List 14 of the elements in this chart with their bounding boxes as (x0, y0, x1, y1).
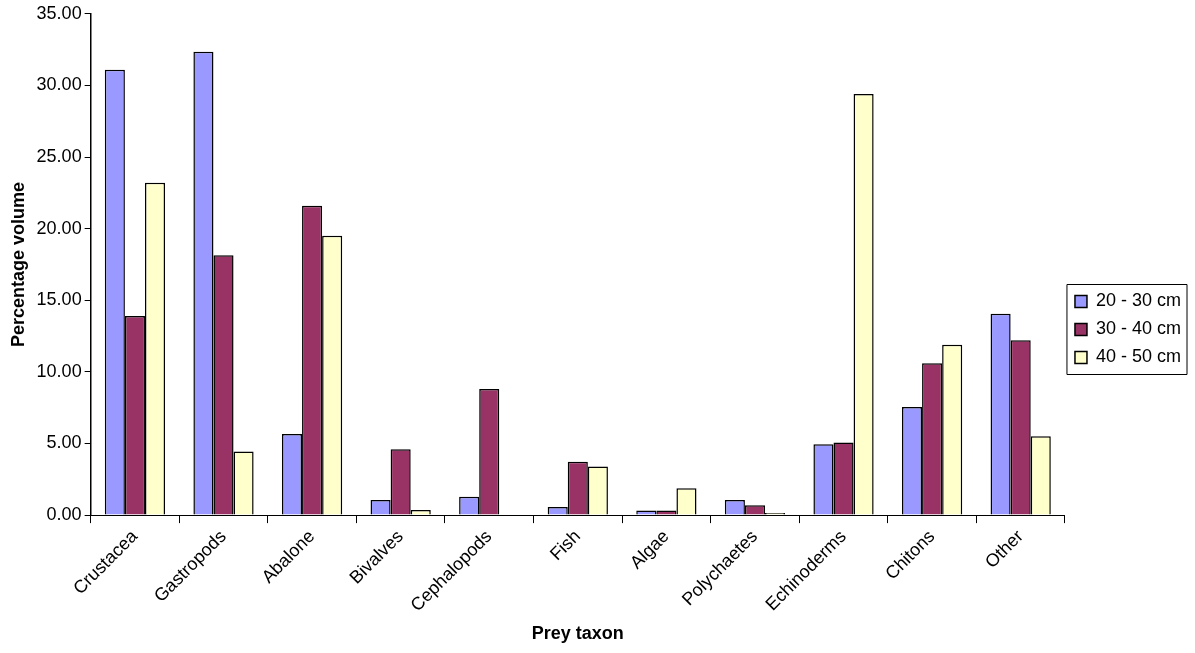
legend-label: 20 - 30 cm (1095, 290, 1182, 311)
y-tick-label: 35.00 (36, 2, 82, 23)
x-tick-label: Fish (545, 525, 585, 565)
x-axis-title: Prey taxon (531, 623, 624, 644)
y-axis-title: Percentage volume (7, 181, 28, 347)
y-tick-label: 25.00 (36, 146, 82, 166)
y-tick-label: 20.00 (36, 217, 82, 238)
y-tick-label: 30.00 (36, 74, 82, 95)
y-tick-label: 5.00 (46, 432, 82, 453)
legend-label: 30 - 40 cm (1095, 318, 1182, 339)
legend-label: 40 - 50 cm (1095, 346, 1182, 367)
y-tick-label: 15.00 (36, 289, 82, 310)
y-tick-label: 0.00 (46, 504, 82, 525)
y-tick-label: 10.00 (36, 360, 82, 381)
